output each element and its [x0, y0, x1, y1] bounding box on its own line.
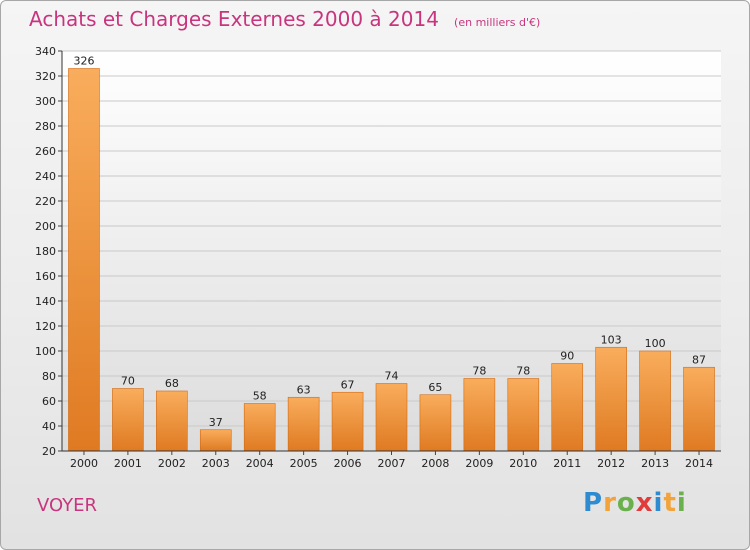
y-tick-label: 280: [35, 120, 56, 133]
bars: [68, 68, 715, 452]
value-label-2011: 90: [560, 350, 574, 363]
logo-letter: i: [676, 488, 687, 518]
y-tick-label: 320: [35, 70, 56, 83]
bar-2008: [419, 394, 452, 452]
logo-letter: o: [616, 488, 636, 518]
logo-letter: x: [635, 488, 654, 518]
bar-2005: [287, 396, 320, 452]
bar-2007: [375, 383, 408, 452]
bar-2010: [507, 378, 540, 452]
logo-letter: i: [653, 488, 664, 518]
value-label-2006: 67: [341, 378, 355, 391]
y-tick-label: 300: [35, 95, 56, 108]
y-tick-label: 140: [35, 295, 56, 308]
x-tick-label-2010: 2010: [509, 457, 537, 470]
logo-letter: t: [663, 488, 677, 518]
x-tick-label-2001: 2001: [114, 457, 142, 470]
value-label-2010: 78: [516, 365, 530, 378]
chart-subtitle: (en milliers d'€): [454, 16, 541, 29]
x-tick-label-2013: 2013: [641, 457, 669, 470]
bar-2000: [68, 68, 100, 452]
logo-letter: P: [583, 488, 604, 518]
value-label-2001: 70: [121, 375, 135, 388]
bar-2002: [156, 390, 188, 452]
bar-2011: [551, 363, 584, 452]
x-tick-label-2005: 2005: [290, 457, 318, 470]
y-tick-label: 160: [35, 270, 56, 283]
x-tick-label-2011: 2011: [553, 457, 581, 470]
bar-2012: [595, 346, 627, 452]
y-tick-label: 180: [35, 245, 56, 258]
value-label-2008: 65: [428, 381, 442, 394]
x-tick-label-2000: 2000: [70, 457, 98, 470]
x-tick-label-2009: 2009: [465, 457, 493, 470]
x-tick-label-2008: 2008: [421, 457, 449, 470]
value-label-2003: 37: [209, 416, 223, 429]
y-tick-label: 120: [35, 320, 56, 333]
x-tick-label-2003: 2003: [202, 457, 230, 470]
y-tick-label: 220: [35, 195, 56, 208]
x-tick-label-2002: 2002: [158, 457, 186, 470]
labels: 20 40 60 80 100 120 140 160 180 200 220 240 260 280 30…: [35, 45, 713, 470]
title-row: Achats et Charges Externes 2000 à 2014 (…: [29, 7, 540, 31]
value-label-2014: 87: [692, 353, 706, 366]
bar-2009: [463, 378, 496, 452]
bar-2013: [639, 350, 671, 452]
value-label-2005: 63: [297, 383, 311, 396]
value-label-2013: 100: [645, 337, 666, 350]
proxiti-logo: Proxiti: [583, 488, 687, 518]
value-label-2007: 74: [385, 370, 399, 383]
value-label-2009: 78: [472, 365, 486, 378]
x-tick-label-2006: 2006: [334, 457, 362, 470]
y-tick-label: 340: [35, 45, 56, 58]
x-tick-label-2014: 2014: [685, 457, 713, 470]
town-name: VOYER: [37, 495, 98, 516]
bar-2001: [112, 388, 144, 452]
bar-2014: [683, 366, 715, 452]
x-tick-label-2004: 2004: [246, 457, 274, 470]
y-tick-label: 100: [35, 345, 56, 358]
y-tick-label: 60: [42, 395, 56, 408]
axes: [58, 50, 721, 455]
bar-2004: [243, 403, 276, 452]
x-tick-label-2012: 2012: [597, 457, 625, 470]
y-tick-label: 200: [35, 220, 56, 233]
y-tick-label: 240: [35, 170, 56, 183]
y-tick-label: 20: [42, 445, 56, 458]
bar-2006: [331, 391, 364, 452]
chart-title: Achats et Charges Externes 2000 à 2014: [29, 7, 439, 31]
value-label-2002: 68: [165, 377, 179, 390]
value-label-2012: 103: [601, 333, 622, 346]
y-tick-label: 260: [35, 145, 56, 158]
x-tick-label-2007: 2007: [378, 457, 406, 470]
value-label-2000: 326: [73, 55, 94, 68]
y-tick-label: 40: [42, 420, 56, 433]
logo-letter: r: [603, 488, 617, 518]
y-tick-label: 80: [42, 370, 56, 383]
value-label-2004: 58: [253, 390, 267, 403]
bar-2003: [199, 429, 232, 452]
